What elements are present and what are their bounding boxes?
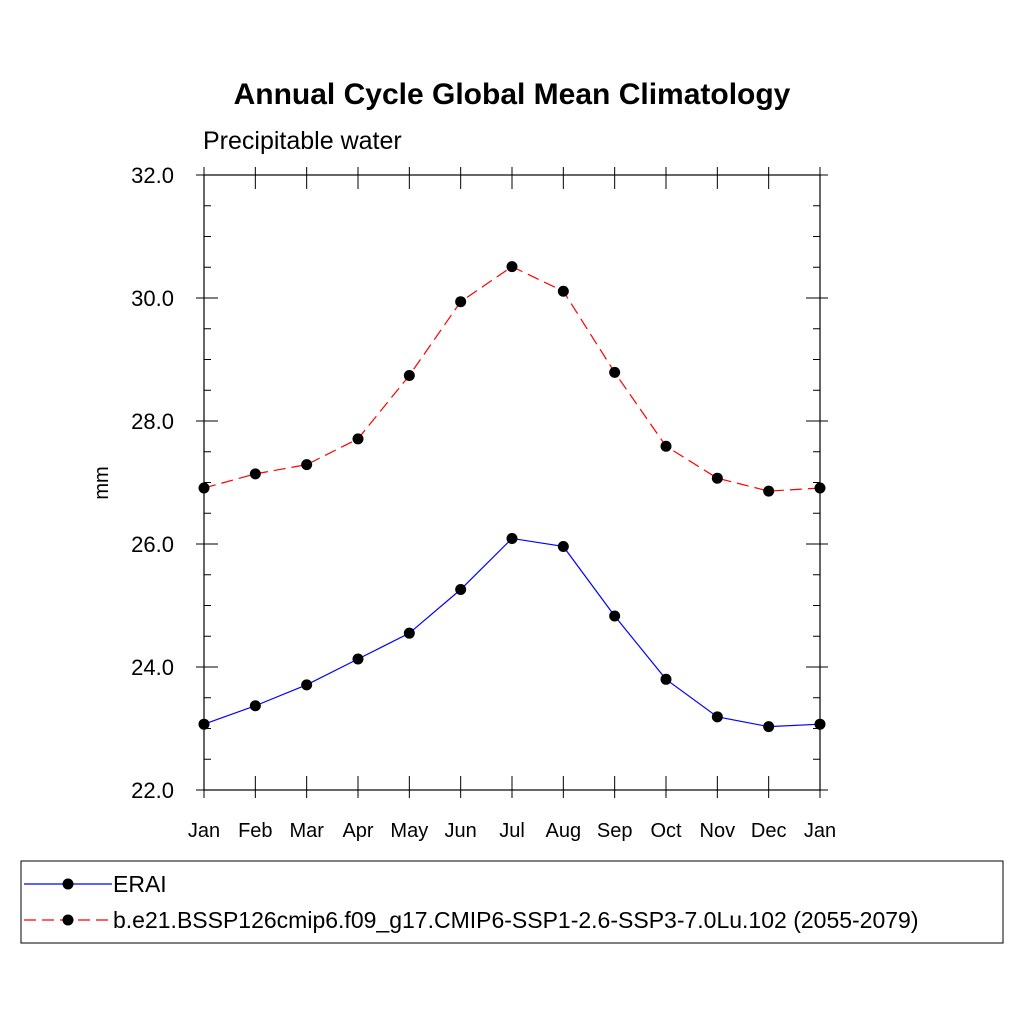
series-line-2	[203, 265, 821, 492]
series-1-point	[763, 721, 775, 733]
y-tick-label: 28.0	[131, 409, 174, 434]
y-tick-label: 24.0	[131, 655, 174, 680]
series-line-1	[203, 537, 821, 728]
series-1-point	[506, 532, 518, 544]
x-tick-label: Jun	[445, 820, 477, 842]
series-2-point	[352, 433, 364, 445]
series-1-point	[455, 584, 467, 596]
y-tick-label: 22.0	[131, 778, 174, 803]
x-tick-label: Jan	[804, 820, 836, 842]
chart-subtitle: Precipitable water	[203, 127, 402, 155]
series-1-point	[249, 700, 261, 712]
y-tick-label: 30.0	[131, 286, 174, 311]
x-tick-label: Jul	[499, 820, 525, 842]
series-2-point	[403, 369, 415, 381]
series-1-point	[660, 673, 672, 685]
series-1-point	[403, 627, 415, 639]
series-2-point	[301, 459, 313, 471]
legend-box	[20, 860, 1004, 944]
series-2-point	[557, 285, 569, 297]
legend-label-1: ERAI	[113, 871, 167, 897]
series-2-point	[660, 440, 672, 452]
series-1-point	[609, 610, 621, 622]
x-tick-label: May	[390, 820, 428, 842]
x-tick-label: Nov	[700, 820, 736, 842]
x-tick-label: Apr	[342, 820, 373, 842]
plot-area: Jan Feb Mar Apr May Jun Jul Aug Sep Oct Nov Dec Jan 2…	[131, 163, 836, 842]
x-tick-label: Mar	[289, 820, 324, 842]
series-1-point	[198, 718, 210, 730]
series-2-point	[249, 468, 261, 480]
series-1-point	[301, 679, 313, 691]
x-tick-label: Sep	[597, 820, 633, 842]
x-tick-label: Aug	[546, 820, 582, 842]
x-tick-label: Feb	[238, 820, 272, 842]
x-tick-label: Oct	[650, 820, 682, 842]
series-2-point	[814, 482, 826, 494]
series-1-point	[814, 718, 826, 730]
series-2-point	[711, 472, 723, 484]
series-2-point	[763, 485, 775, 497]
legend-marker-1	[62, 878, 74, 890]
legend: ERAI b.e21.BSSP126cmip6.f09_g17.CMIP6-SSP…	[24, 871, 919, 933]
series-1-point	[557, 540, 569, 552]
y-tick-label: 32.0	[131, 163, 174, 188]
y-tick-label: 26.0	[131, 532, 174, 557]
x-tick-label: Dec	[751, 820, 787, 842]
y-axis-label: mm	[91, 466, 113, 499]
chart-title: Annual Cycle Global Mean Climatology	[234, 78, 791, 111]
series-1-point	[711, 711, 723, 723]
series-2-point	[506, 261, 518, 273]
x-tick-label: Jan	[188, 820, 220, 842]
series-2-point	[609, 366, 621, 378]
legend-label-2: b.e21.BSSP126cmip6.f09_g17.CMIP6-SSP1-2.…	[113, 907, 919, 933]
series-2-point	[455, 296, 467, 308]
legend-marker-2	[62, 914, 74, 926]
series-2-point	[198, 482, 210, 494]
series-1-point	[352, 653, 364, 665]
